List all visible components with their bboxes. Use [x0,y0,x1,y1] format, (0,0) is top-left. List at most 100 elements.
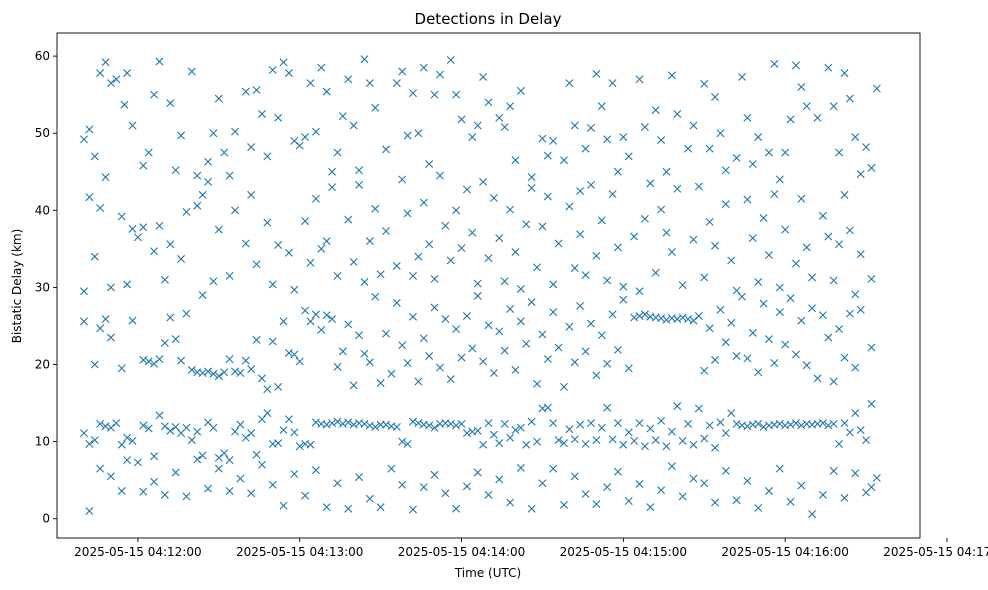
data-point [241,87,250,96]
data-point [867,399,876,408]
data-point [694,311,703,320]
data-point [862,436,871,445]
data-point [155,355,164,364]
data-point [204,157,213,166]
data-point [608,310,617,319]
data-point [597,216,606,225]
data-point [592,69,601,78]
data-point [457,244,466,253]
data-point [506,102,515,111]
data-point [101,173,110,182]
data-point [290,428,299,437]
data-point [802,243,811,252]
data-point [786,497,795,506]
data-point [257,109,266,118]
data-point [646,503,655,512]
data-point [759,422,768,431]
data-point [365,421,374,430]
data-point [743,354,752,363]
data-point [786,420,795,429]
data-point [613,167,622,176]
data-point [468,344,477,353]
data-point [565,79,574,88]
data-point [360,55,369,64]
data-point [112,419,121,428]
data-point [473,279,482,288]
data-point [430,470,439,479]
data-point [721,166,730,175]
data-point [527,183,536,192]
x-tick-label: 2025-05-15 04:14:00 [398,545,525,559]
data-point [651,268,660,277]
data-point [662,442,671,451]
data-point [818,211,827,220]
data-point [414,252,423,261]
data-point [608,435,617,444]
data-point [387,464,396,473]
data-point [651,106,660,115]
data-point [845,428,854,437]
data-point [247,429,256,438]
data-point [608,79,617,88]
data-point [867,274,876,283]
data-point [328,183,337,192]
data-point [479,177,488,186]
data-point [775,283,784,292]
data-point [144,357,153,366]
data-point [516,463,525,472]
data-point [738,72,746,81]
data-point [398,480,407,489]
data-point [543,355,552,364]
data-point [630,232,639,241]
data-point [592,251,601,260]
data-point [867,483,876,492]
data-point [716,129,725,138]
data-point [673,315,682,324]
data-point [322,237,331,246]
data-point [241,356,250,365]
data-point [236,474,245,483]
data-point [630,436,639,445]
data-point [279,426,288,435]
data-point [425,160,434,169]
data-point [565,202,574,211]
data-point [764,335,773,344]
data-point [506,498,515,507]
data-point [684,419,693,428]
data-point [603,135,612,144]
data-point [349,420,358,429]
data-point [128,316,137,325]
data-point [473,426,482,435]
data-point [608,190,617,199]
data-point [856,426,865,435]
data-point [856,170,865,179]
data-point [365,79,374,88]
data-point [516,317,525,326]
data-point [355,331,364,340]
data-point [813,374,822,383]
data-point [220,449,229,458]
data-point [376,379,385,388]
data-point [414,377,423,386]
data-point [295,357,304,366]
data-point [257,374,266,383]
data-point [678,492,687,501]
data-point [414,129,423,138]
y-axis-ticks: 0 10 20 30 40 50 60 [35,49,57,526]
data-point [640,123,649,132]
data-point [214,94,223,103]
data-point [101,58,110,67]
data-point [382,227,391,236]
data-point [79,287,88,296]
data-point [791,350,800,359]
data-point [247,143,256,152]
data-point [586,319,595,328]
data-point [349,257,358,266]
data-point [371,103,380,112]
data-point [231,367,239,376]
y-tick-label: 20 [35,358,50,372]
data-point [408,312,417,321]
data-point [214,372,223,381]
data-point [484,321,493,330]
data-point [527,298,536,307]
